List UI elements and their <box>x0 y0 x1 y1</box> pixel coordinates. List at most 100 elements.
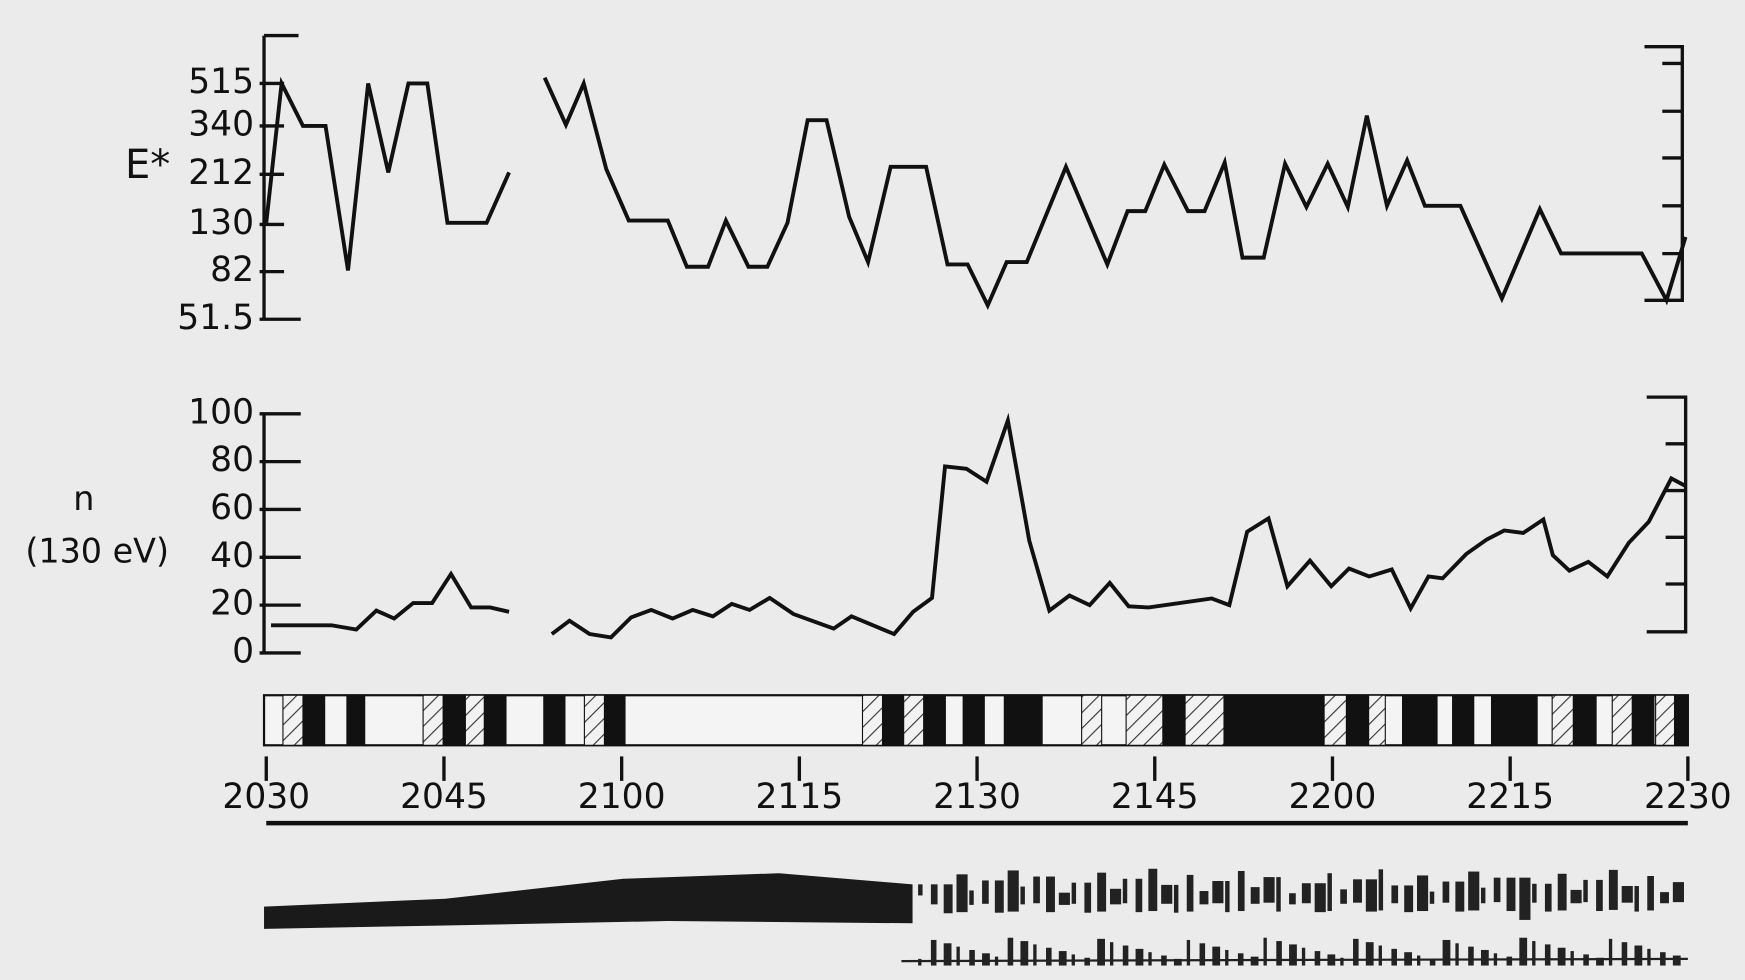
strip-hatch <box>584 695 604 745</box>
spectrogram-bar <box>1622 886 1633 903</box>
spectrogram-bar <box>1430 892 1434 904</box>
spectrogram-bar <box>1468 947 1474 966</box>
spectrogram-bar <box>1571 890 1582 903</box>
spectrogram-bar <box>969 890 973 904</box>
spectrogram-bar <box>1046 877 1055 913</box>
spectrogram-baseline <box>901 959 1687 961</box>
spectrogram-bar <box>1340 889 1347 903</box>
spectrogram-bar <box>1519 938 1527 966</box>
strip-black <box>543 695 565 745</box>
strip-hatch <box>1369 695 1386 745</box>
spectrogram-bar <box>1225 950 1228 966</box>
spectrogram-bar <box>1212 947 1220 966</box>
spectrogram-bar <box>1558 948 1566 966</box>
spectrogram-bar <box>1072 883 1076 904</box>
spectrogram-bar <box>1187 940 1190 966</box>
spectrogram-bar <box>982 953 990 965</box>
spectrogram-bar <box>1263 938 1266 966</box>
spectrogram-bar <box>1366 879 1377 911</box>
spectrogram-bar <box>1609 870 1618 910</box>
y-tick-label: 40 <box>210 536 254 576</box>
spectrogram-bar <box>1481 950 1489 966</box>
strip-hatch <box>465 695 484 745</box>
spectrogram-bar <box>918 884 922 895</box>
y-tick-label: 130 <box>188 203 254 243</box>
spectrogram-bar <box>1327 873 1331 911</box>
spectrogram-bar <box>1468 872 1479 911</box>
strip-hatch <box>423 695 443 745</box>
spectrogram-bar <box>944 943 952 965</box>
y-tick-label: 51.5 <box>177 298 254 338</box>
strip-black <box>1491 695 1538 745</box>
spectrogram-bar <box>1532 941 1535 965</box>
strip-hatch <box>1185 695 1224 745</box>
strip-black <box>1632 695 1654 745</box>
spectrogram-bar <box>956 874 967 912</box>
spectrogram-bar <box>1647 876 1654 910</box>
spectrogram-bar <box>1161 885 1172 904</box>
x-tick-label: 2215 <box>1466 777 1554 817</box>
y-axis-label: (130 eV) <box>25 531 169 570</box>
spectrogram-bar <box>1391 949 1397 966</box>
strip-black <box>1346 695 1368 745</box>
data-line <box>271 420 1685 637</box>
spectrogram-bar <box>1634 886 1638 912</box>
strip-hatch <box>904 695 924 745</box>
figure: E* n (130 eV) 51.58213021234051502040608… <box>0 0 1745 980</box>
spectrogram-bar <box>1289 893 1296 904</box>
spectrogram-bar <box>1059 893 1070 905</box>
spectrogram-bar <box>1123 946 1129 966</box>
spectrogram-bar <box>1455 943 1458 965</box>
strip-hatch <box>1612 695 1632 745</box>
spectrogram-bar <box>1455 882 1464 912</box>
y-tick-label: 100 <box>188 392 254 432</box>
spectrogram-bar <box>1558 874 1567 911</box>
y-tick-label: 20 <box>210 584 254 624</box>
strip-black <box>1163 695 1185 745</box>
strip-hatch <box>1552 695 1573 745</box>
spectrogram-bar <box>995 880 1004 912</box>
spectrogram-bar <box>1136 949 1144 966</box>
spectrogram-bar <box>918 959 921 966</box>
spectrogram-bar <box>1110 889 1121 905</box>
strip-hatch <box>1656 695 1675 745</box>
spectrogram-bar <box>1276 877 1280 911</box>
spectrogram-bar <box>1033 877 1040 904</box>
y-axis-label: n <box>73 479 94 518</box>
x-tick-label: 2230 <box>1644 777 1732 817</box>
spectrogram-bar <box>1481 888 1485 904</box>
y-tick-label: 80 <box>210 440 254 480</box>
strip-hatch <box>1324 695 1346 745</box>
spectrogram-bar <box>1443 940 1451 966</box>
strip-black <box>443 695 465 745</box>
spectrogram-bar <box>1507 957 1513 966</box>
spectrogram-bar <box>1404 885 1413 912</box>
spectrogram-bar <box>1148 952 1151 965</box>
strip-hatch <box>283 695 303 745</box>
spectrogram-bar <box>1673 882 1684 902</box>
strip-black <box>1224 695 1324 745</box>
spectrogram-bar <box>1059 951 1067 965</box>
spectrogram-band <box>264 873 913 929</box>
spectrogram-bar <box>956 947 959 966</box>
spectrogram-bar <box>1212 881 1223 903</box>
spectrogram-bar <box>1609 939 1612 966</box>
spectrogram-bar <box>1046 948 1052 966</box>
spectrogram-bar <box>1379 946 1382 966</box>
spectrogram-bar <box>1379 869 1383 910</box>
spectrogram-bar <box>931 884 938 904</box>
spectrogram-bar <box>1263 877 1274 903</box>
x-tick-label: 2100 <box>578 777 666 817</box>
spectrogram-bar <box>1097 873 1106 912</box>
spectrogram-bar <box>944 884 953 913</box>
spectrogram-bar <box>1545 944 1551 965</box>
spectrogram-bar <box>1353 939 1359 966</box>
spectrogram-bar <box>1583 880 1587 902</box>
spectrogram-bar <box>1660 892 1669 903</box>
spectrogram-bar <box>1391 885 1398 903</box>
strip-black <box>346 695 365 745</box>
spectrogram-bar <box>1507 878 1516 911</box>
spectrogram-bar <box>1532 884 1536 903</box>
spectrogram-bar <box>1008 870 1019 911</box>
data-line <box>266 78 1685 306</box>
